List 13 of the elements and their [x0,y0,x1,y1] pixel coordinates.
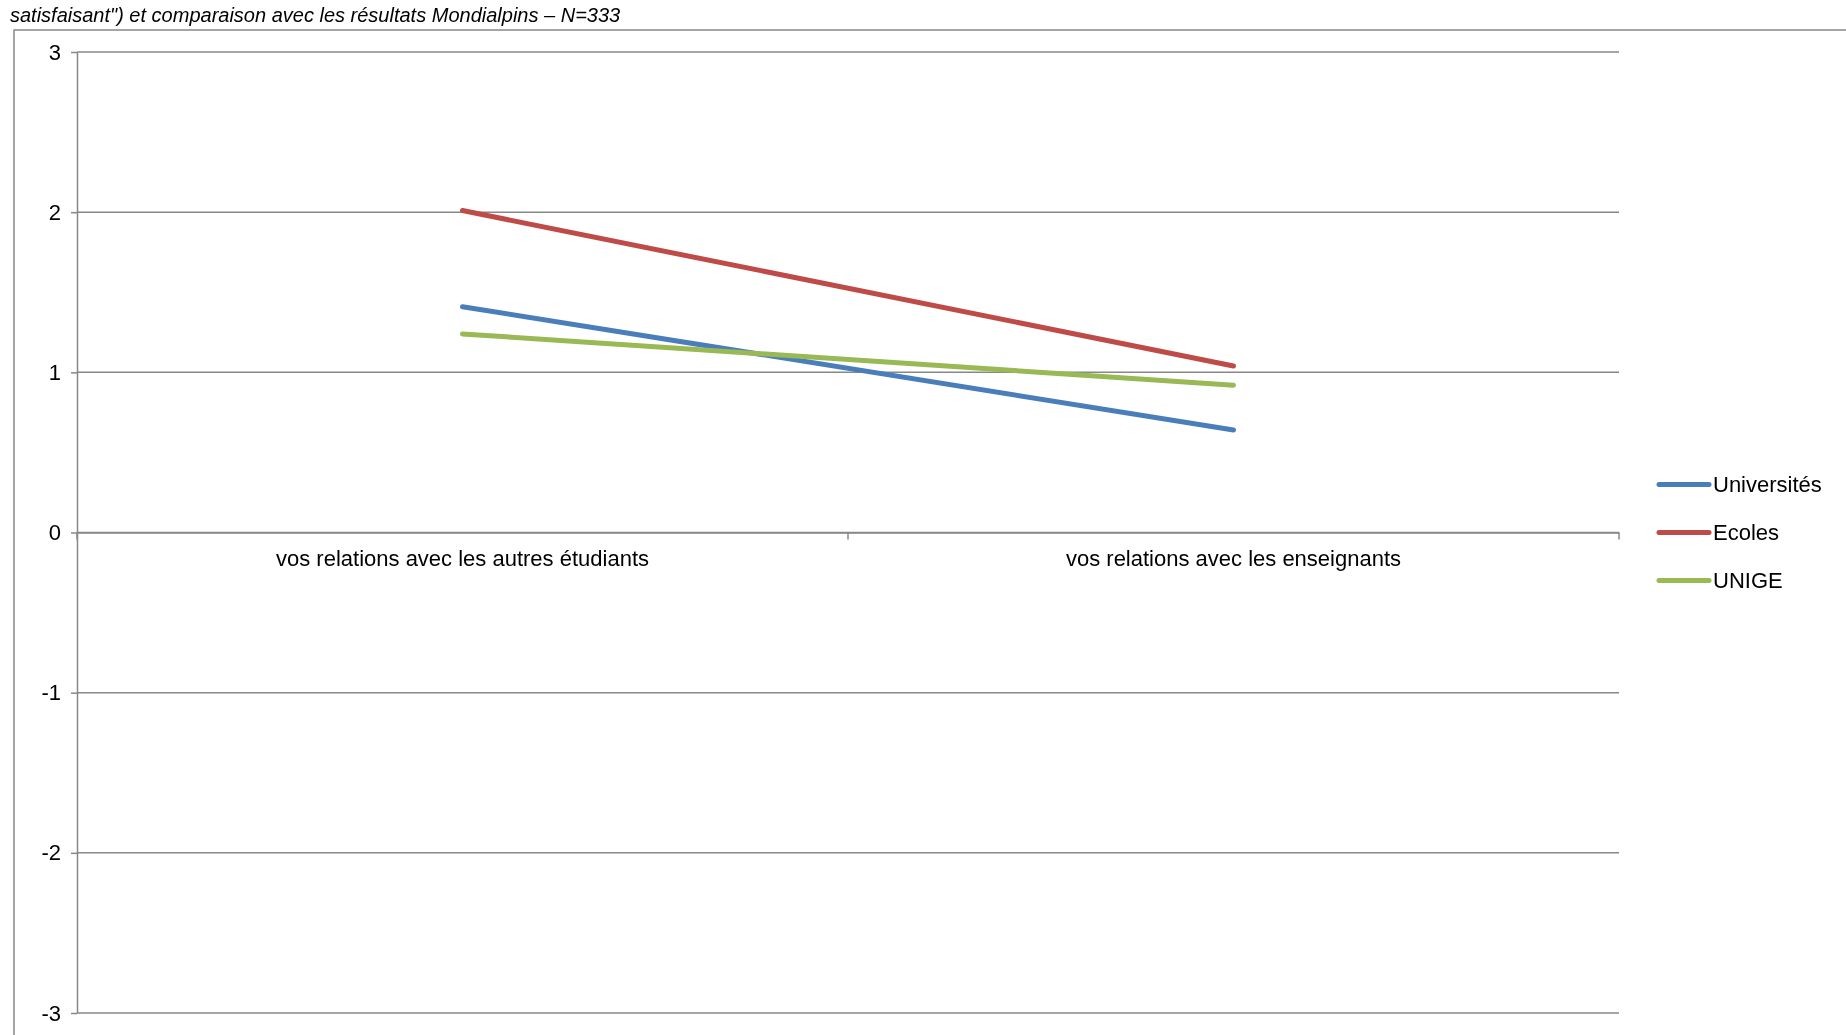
y-tick-label: 0 [48,520,61,546]
x-tick-label: vos relations avec les enseignants [1065,546,1402,572]
y-tick-label: -2 [41,840,61,866]
legend-label: UNIGE [1713,568,1783,594]
chart-subtitle: satisfaisant") et comparaison avec les résultats Mondialpins – N=333 [10,4,621,26]
y-tick-label: 1 [48,359,61,385]
y-tick-label: -1 [41,680,61,706]
legend-label: Ecoles [1713,520,1780,546]
y-tick-label: 2 [48,199,61,225]
x-tick-label: vos relations avec les autres étudiants [276,546,649,572]
legend-label: Universités [1713,472,1822,498]
y-tick-label: 3 [48,39,61,65]
y-tick-label: -3 [41,1000,61,1026]
